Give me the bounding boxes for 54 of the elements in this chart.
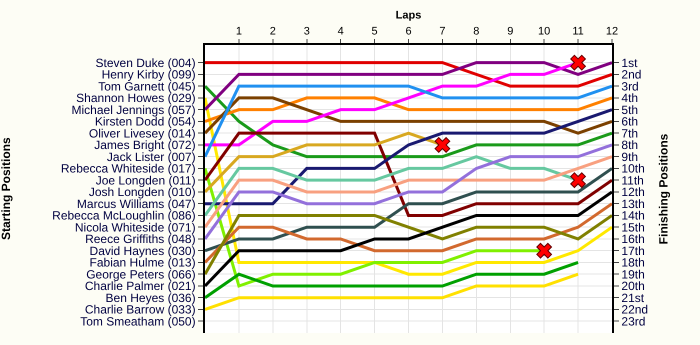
x-axis-title: Laps [396, 10, 422, 22]
category-label: Steven Duke (004) [96, 56, 196, 70]
point [434, 137, 450, 153]
x-tick-label: 12 [606, 26, 618, 38]
y2-axis-title: Finishing Positions [656, 133, 671, 244]
y2-tick-label: 23rd [621, 314, 646, 328]
line-series [205, 166, 612, 252]
y2-tick-label: 2nd [621, 68, 642, 82]
line-series [205, 108, 612, 206]
x-tick-label: 3 [304, 26, 310, 38]
line-series [205, 202, 612, 264]
x-tick-label: 4 [338, 26, 344, 38]
x-tick-label: 10 [538, 26, 550, 38]
y2-tick-label: 13th [621, 196, 645, 211]
y2-tick-label: 1st [621, 56, 638, 70]
y2-tick-label: 7th [621, 126, 638, 140]
y2-tick-label: 17th [621, 244, 645, 258]
y2-tick-label: 12th [621, 185, 645, 200]
y2-tick-label: 5th [621, 102, 638, 117]
x-tick-label: 11 [572, 26, 584, 38]
x-tick-label: 5 [372, 26, 378, 38]
y2-tick-label: 6th [621, 114, 638, 129]
y2-tick-label: 19th [621, 267, 645, 282]
y2-tick-label: 16th [621, 232, 645, 246]
line-series [205, 260, 580, 300]
x-tick-label: 8 [473, 26, 480, 38]
x-tick-label: 9 [507, 26, 514, 38]
y2-tick-label: 8th [621, 138, 638, 152]
point [570, 172, 586, 188]
line-series [205, 272, 580, 311]
y2-tick-label: 11th [621, 173, 644, 188]
y2-tick-label: 15th [621, 220, 645, 234]
line-series [205, 96, 612, 135]
point [536, 242, 552, 259]
y2-tick-label: 9th [621, 150, 638, 164]
line-series [205, 214, 612, 276]
line-series [205, 143, 612, 240]
text: Starting Positions [0, 137, 13, 240]
line-series [205, 84, 612, 158]
line-series [205, 132, 612, 217]
line-series [205, 155, 612, 229]
y2-tick-label: 10th [621, 162, 645, 176]
x-tick-label: 7 [439, 26, 446, 38]
y2-tick-label: 21st [621, 290, 645, 305]
y2-tick-label: 22nd [621, 302, 648, 317]
y2-tick-label: 3rd [621, 79, 639, 94]
y2-tick-label: 20th [621, 279, 645, 294]
y2-tick-label: 4th [621, 91, 638, 106]
y2-tick-label: 14th [621, 208, 645, 223]
y2-tick-label: 18th [621, 256, 645, 270]
x-tick-label: 6 [405, 26, 412, 38]
x-tick-label: 1 [236, 26, 242, 38]
x-tick-label: 2 [270, 26, 276, 38]
point [570, 54, 586, 70]
